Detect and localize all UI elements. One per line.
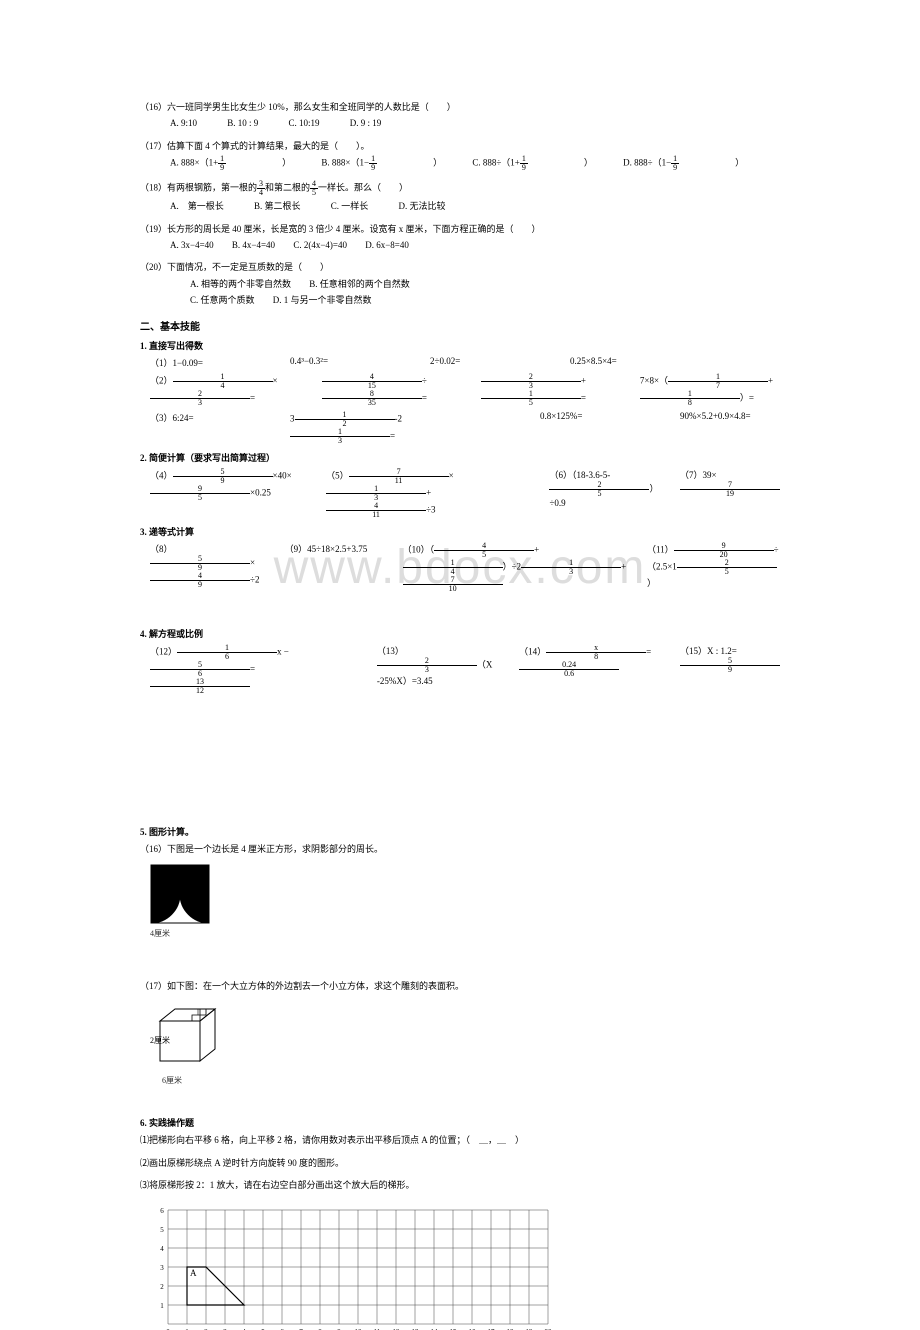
s6-line1: ⑴把梯形向右平移 6 格，向上平移 2 格，请你用数对表示出平移后顶点 A 的位… — [140, 1133, 780, 1147]
question-17: （17）估算下面 4 个算式的计算结果，最大的是（ ）。 A. 888×（1+1… — [140, 139, 780, 172]
q19-opt-b: B. 4x−4=40 — [232, 238, 275, 252]
q17-text: （17）估算下面 4 个算式的计算结果，最大的是（ ）。 — [140, 139, 780, 153]
q18-text: （18）有两根钢筋，第一根的34和第二根的45一样长。那么（ ） — [140, 180, 780, 197]
s1-row3: （3）6:24= 312-213= 0.8×125%= 90%×5.2+0.9×… — [140, 411, 780, 445]
q18-opt-d: D. 无法比较 — [399, 199, 446, 213]
s6-grid: 01234567891011121314151617181920123456A — [150, 1200, 780, 1330]
s4-q12: （12）16x −56=1312 — [150, 644, 353, 695]
s2-heading: 2. 简便计算（要求写出简算过程） — [140, 451, 780, 464]
q16-opt-d: D. 9 : 19 — [350, 116, 382, 130]
s4-heading: 4. 解方程或比例 — [140, 627, 780, 640]
s4-q13: （13）23（X -25%X）=3.45 — [377, 644, 495, 695]
question-19: （19）长方形的周长是 40 厘米，长是宽的 3 倍少 4 厘米。设宽有 x 厘… — [140, 222, 780, 253]
s1-r2a: （2）14×23= — [150, 373, 282, 407]
q19-opt-d: D. 6x−8=40 — [365, 238, 409, 252]
s5-q16-text: （16）下图是一个边长是 4 厘米正方形，求阴影部分的周长。 — [140, 842, 780, 856]
svg-text:2: 2 — [160, 1283, 164, 1291]
s1-row2: （2）14×23= 415÷835= 23+15= 7×8×（17+18）= — [140, 373, 780, 407]
q16-opt-a: A. 9:10 — [170, 116, 197, 130]
q20-opt-c: C. 任意两个质数 — [190, 293, 255, 307]
q18-opt-b: B. 第二根长 — [254, 199, 301, 213]
s3-q11: （11）920÷（2.5×125） — [647, 542, 780, 593]
s4-q15: （15）X : 1.2=59 — [680, 644, 780, 695]
s2-q7: （7）39×719 — [680, 468, 780, 519]
s4-row: （12）16x −56=1312 （13）23（X -25%X）=3.45 （1… — [140, 644, 780, 695]
s1-r2d: 7×8×（17+18）= — [640, 373, 780, 407]
q19-text: （19）长方形的周长是 40 厘米，长是宽的 3 倍少 4 厘米。设宽有 x 厘… — [140, 222, 780, 236]
svg-text:1: 1 — [160, 1302, 164, 1310]
q19-opt-c: C. 2(4x−4)=40 — [293, 238, 347, 252]
s1-r2b: 415÷835= — [322, 373, 441, 407]
s6-line2: ⑵画出原梯形绕点 A 逆时针方向旋转 90 度的图形。 — [140, 1156, 780, 1170]
s5-q16-figure — [150, 864, 780, 924]
q20-opt-a: A. 相等的两个非零自然数 — [190, 277, 291, 291]
s5-heading: 5. 图形计算。 — [140, 825, 780, 838]
question-16: （16）六一班同学男生比女生少 10%，那么女生和全班同学的人数比是（ ） A.… — [140, 100, 780, 131]
document-content: （16）六一班同学男生比女生少 10%，那么女生和全班同学的人数比是（ ） A.… — [140, 100, 780, 1330]
q16-opt-b: B. 10 : 9 — [227, 116, 258, 130]
q17-opt-a: A. 888×（1+19） — [170, 155, 291, 172]
question-20: （20）下面情况，不一定是互质数的是（ ） A. 相等的两个非零自然数 B. 任… — [140, 260, 780, 307]
s1-row1: （1）1−0.09= 0.4³−0.3²= 2÷0.02= 0.25×8.5×4… — [140, 356, 780, 369]
cube-label-2cm: 2厘米 — [150, 1035, 170, 1045]
question-18: （18）有两根钢筋，第一根的34和第二根的45一样长。那么（ ） A. 第一根长… — [140, 180, 780, 213]
s1-r3d: 90%×5.2+0.9×4.8= — [680, 411, 780, 445]
s1-r1b: 0.4³−0.3²= — [290, 356, 390, 369]
q17-opt-b: B. 888×（1−19） — [321, 155, 442, 172]
s2-q6: （6）（18-3.6-5-25）÷0.9 — [549, 468, 660, 519]
section-2-heading: 二、基本技能 — [140, 318, 780, 333]
s2-row: （4）59×40×95×0.25 （5）711×13+411÷3 （6）（18-… — [140, 468, 780, 519]
s5-q17-caption: 6厘米 — [162, 1075, 780, 1086]
q20-text: （20）下面情况，不一定是互质数的是（ ） — [140, 260, 780, 274]
s1-r1d: 0.25×8.5×4= — [570, 356, 670, 369]
s1-r3b: 312-213= — [290, 411, 500, 445]
q20-opt-b: B. 任意相邻的两个自然数 — [309, 277, 410, 291]
s2-q5: （5）711×13+411÷3 — [326, 468, 529, 519]
svg-text:3: 3 — [160, 1264, 164, 1272]
s3-q10: （10）（45+14）÷213+710 — [403, 542, 629, 593]
s1-r2c: 23+15= — [481, 373, 600, 407]
s1-r1a: （1）1−0.09= — [150, 356, 250, 369]
s1-r3c: 0.8×125%= — [540, 411, 640, 445]
svg-text:5: 5 — [160, 1226, 164, 1234]
s1-r1c: 2÷0.02= — [430, 356, 530, 369]
s6-line3: ⑶将原梯形按 2：1 放大，请在右边空白部分画出这个放大后的梯形。 — [140, 1178, 780, 1192]
q16-opt-c: C. 10:19 — [289, 116, 320, 130]
svg-text:A: A — [190, 1268, 197, 1278]
s3-q9: （9）45÷18×2.5+3.75 — [285, 542, 385, 593]
s4-q14: （14）x8=0.240.6 — [519, 644, 656, 695]
q17-opt-d: D. 888÷（1−19） — [623, 155, 744, 172]
s1-heading: 1. 直接写出得数 — [140, 339, 780, 352]
q20-opt-d: D. 1 与另一个非零自然数 — [273, 293, 372, 307]
s3-row: （8）59×49÷2 （9）45÷18×2.5+3.75 （10）（45+14）… — [140, 542, 780, 593]
q18-opt-c: C. 一样长 — [331, 199, 369, 213]
s2-q4: （4）59×40×95×0.25 — [150, 468, 306, 519]
s5-q16-caption: 4厘米 — [150, 928, 780, 939]
s3-heading: 3. 递等式计算 — [140, 525, 780, 538]
svg-text:4: 4 — [160, 1245, 164, 1253]
s1-r3a: （3）6:24= — [150, 411, 250, 445]
svg-text:6: 6 — [160, 1207, 164, 1215]
q16-text: （16）六一班同学男生比女生少 10%，那么女生和全班同学的人数比是（ ） — [140, 100, 780, 114]
q18-opt-a: A. 第一根长 — [170, 199, 224, 213]
q19-opt-a: A. 3x−4=40 — [170, 238, 214, 252]
s5-q17-figure: 2厘米 — [150, 1001, 780, 1071]
s3-q8: （8）59×49÷2 — [150, 542, 267, 593]
s5-q17-text: （17）如下图：在一个大立方体的外边割去一个小立方体，求这个雕刻的表面积。 — [140, 979, 780, 993]
q17-opt-c: C. 888÷（1+19） — [472, 155, 593, 172]
s6-heading: 6. 实践操作题 — [140, 1116, 780, 1129]
